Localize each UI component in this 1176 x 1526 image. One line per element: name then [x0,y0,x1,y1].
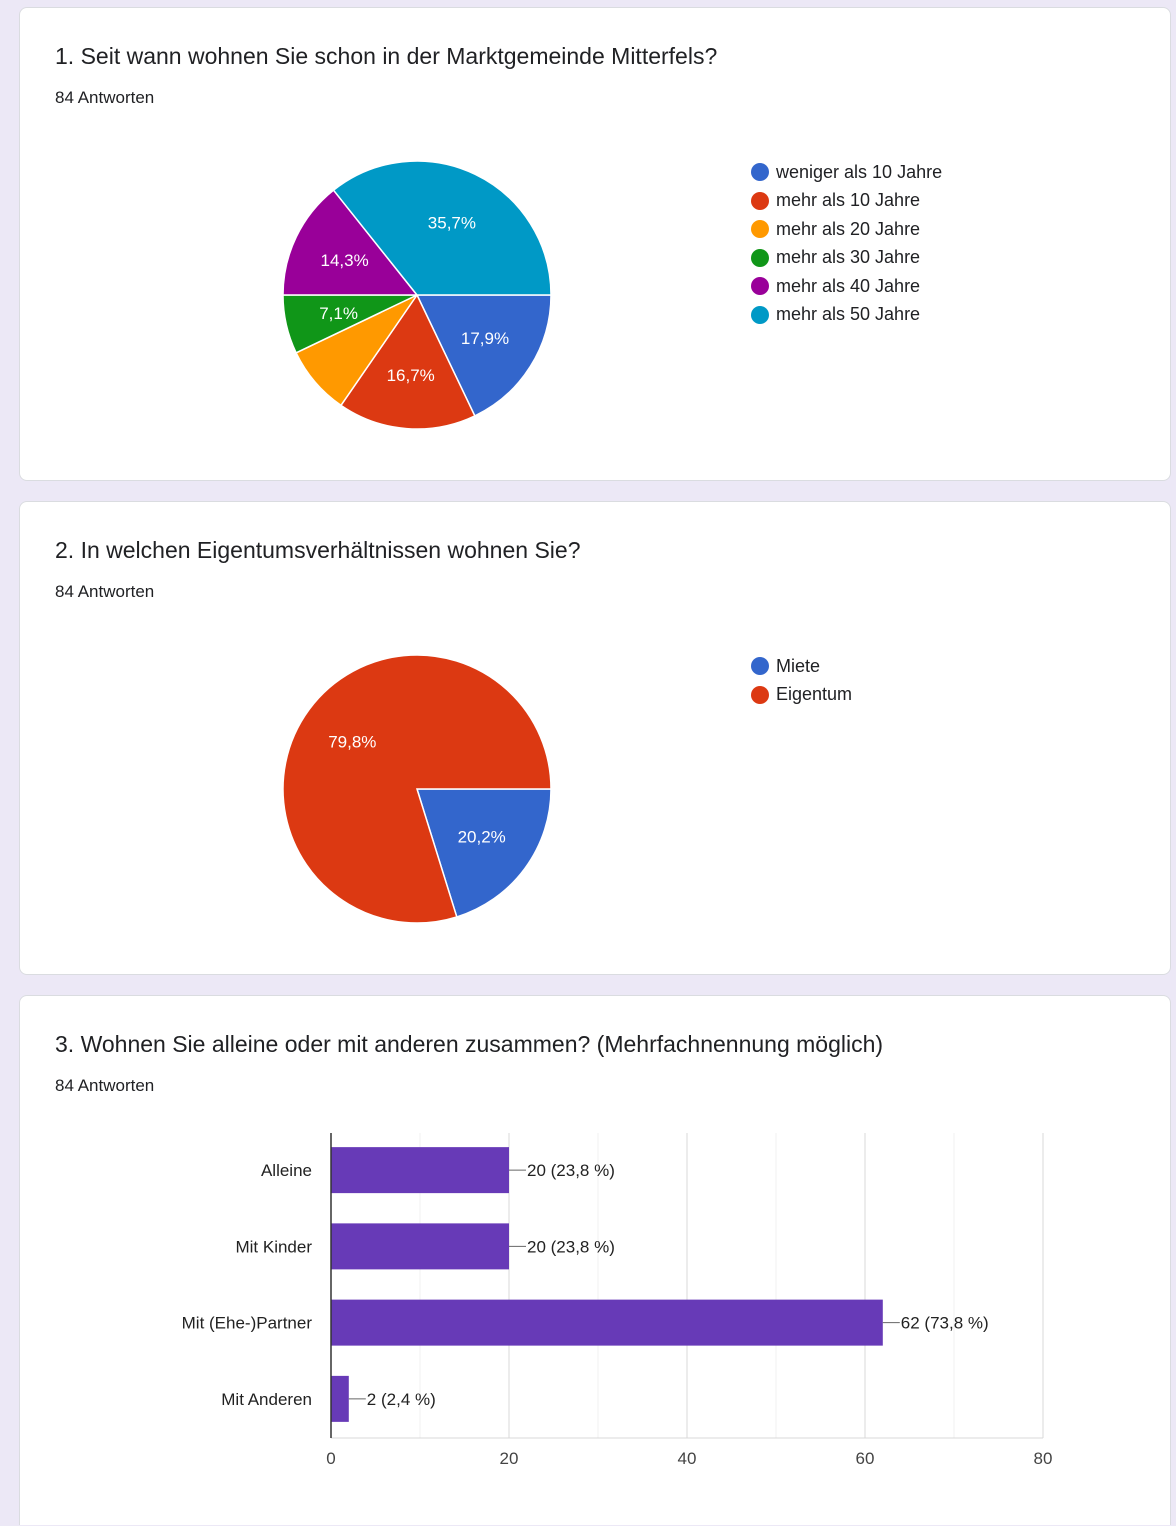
legend-item: mehr als 50 Jahre [751,301,942,330]
pie-data-label: 7,1% [319,304,358,323]
x-tick-label: 60 [856,1449,875,1468]
category-label: Mit Kinder [235,1237,312,1256]
legend-1: weniger als 10 Jahre mehr als 10 Jahre meh… [751,158,942,329]
legend-label: mehr als 30 Jahre [776,247,921,268]
pie-data-label: 14,3% [320,251,368,270]
pie-slice [415,294,552,417]
legend-item: weniger als 10 Jahre [751,158,942,187]
response-count: 84 Antworten [55,88,155,107]
question-title: 1. Seit wann wohnen Sie schon in der Mar… [55,43,718,69]
legend-swatch [751,191,769,210]
response-count: 84 Antworten [55,1076,155,1095]
pie-slice [282,654,552,924]
pie-chart-2: 20,2% 79,8% [282,654,552,924]
legend-swatch [751,248,769,267]
legend-swatch [751,685,769,704]
legend-label: mehr als 40 Jahre [776,275,921,296]
bar-chart-3: 0 20 40 60 80 Alleine 20 (23,8 %) Mit Kinder 20 … [182,1133,1053,1468]
question-card-3: 3. Wohnen Sie alleine oder mit anderen z… [19,995,1171,1525]
pie-data-label: 20,2% [458,828,506,847]
legend-item: mehr als 10 Jahre [751,187,942,216]
x-tick-label: 40 [678,1449,697,1468]
bar-data-label: 62 (73,8 %) [901,1314,989,1333]
bar [331,1299,883,1346]
legend-swatch [751,277,769,296]
bar-data-label: 2 (2,4 %) [367,1390,436,1409]
legend-swatch [751,657,769,676]
category-label: Mit (Ehe-)Partner [182,1314,313,1333]
question-card-1: 1. Seit wann wohnen Sie schon in der Mar… [19,7,1171,481]
x-tick-label: 80 [1034,1449,1053,1468]
x-tick-label: 20 [500,1449,519,1468]
x-tick-label: 0 [326,1449,335,1468]
question-title: 3. Wohnen Sie alleine oder mit anderen z… [55,1031,884,1057]
pie-chart-1: 17,9% 16,7% 7,1% 14,3% 35,7% [282,160,552,430]
legend-label: weniger als 10 Jahre [776,161,943,182]
pie-data-label: 17,9% [461,329,509,348]
legend-item: mehr als 40 Jahre [751,272,942,301]
pie-slice [415,788,552,918]
pie-slice [332,160,552,296]
question-title: 2. In welchen Eigentumsverhältnissen woh… [55,537,581,563]
bar [331,1223,509,1270]
bar-data-label: 20 (23,8 %) [527,1237,615,1256]
pie-data-label: 79,8% [328,732,376,751]
legend-swatch [751,305,769,324]
response-count: 84 Antworten [55,582,155,601]
legend-swatch [751,163,769,182]
pie-data-label: 16,7% [387,366,435,385]
legend-item: mehr als 20 Jahre [751,215,942,244]
legend-2: Miete Eigentum [751,652,852,709]
pie-slice [339,293,476,430]
category-label: Alleine [261,1161,312,1180]
bar [331,1375,349,1422]
legend-label: mehr als 50 Jahre [776,304,921,325]
legend-label: mehr als 20 Jahre [776,218,921,239]
pie-data-label: 35,7% [428,214,476,233]
legend-label: mehr als 10 Jahre [776,190,921,211]
legend-item: Miete [751,652,852,681]
legend-label: Eigentum [776,684,853,705]
question-card-2: 2. In welchen Eigentumsverhältnissen woh… [19,501,1171,975]
legend-swatch [751,220,769,239]
legend-label: Miete [776,655,821,676]
bar [331,1147,509,1194]
pie-slice [282,189,419,296]
legend-item: mehr als 30 Jahre [751,244,942,273]
category-label: Mit Anderen [221,1390,312,1409]
legend-item: Eigentum [751,681,852,710]
bar-data-label: 20 (23,8 %) [527,1161,615,1180]
